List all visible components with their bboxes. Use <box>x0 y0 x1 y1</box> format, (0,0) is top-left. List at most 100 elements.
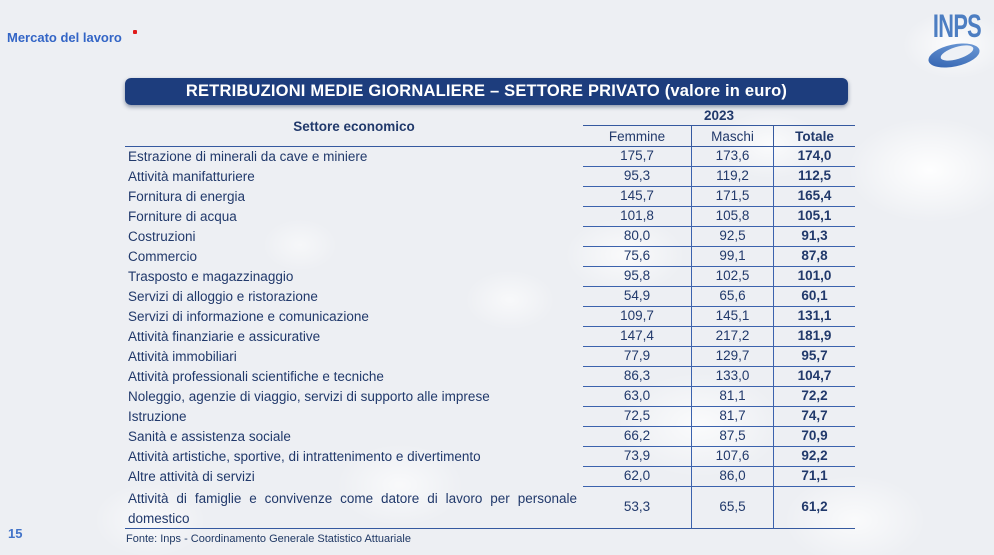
table-row: Noleggio, agenzie di viaggio, servizi di… <box>125 387 855 407</box>
maschi-value-cell: 133,0 <box>691 367 773 387</box>
column-header-totale: Totale <box>773 126 855 147</box>
table-body: Estrazione di minerali da cave e miniere… <box>125 147 855 530</box>
femmine-value-cell: 109,7 <box>583 307 691 327</box>
year-header: 2023 <box>583 105 855 126</box>
sector-cell: Commercio <box>128 248 198 264</box>
femmine-value-cell: 175,7 <box>583 147 691 167</box>
sector-cell: Attività di famiglie e convivenze come d… <box>125 487 583 530</box>
maschi-value-cell: 65,6 <box>691 287 773 307</box>
maschi-value-cell: 81,1 <box>691 387 773 407</box>
femmine-value-cell: 86,3 <box>583 367 691 387</box>
table-row: Estrazione di minerali da cave e miniere… <box>125 147 855 167</box>
femmine-value-cell: 147,4 <box>583 327 691 347</box>
sector-cell: Sanità e assistenza sociale <box>128 428 291 444</box>
totale-value-cell: 112,5 <box>773 167 855 187</box>
totale-value-cell: 71,1 <box>773 467 855 487</box>
totale-value-cell: 60,1 <box>773 287 855 307</box>
sector-cell: Attività artistiche, sportive, di intrat… <box>128 448 481 464</box>
maschi-value-cell: 129,7 <box>691 347 773 367</box>
femmine-value-cell: 101,8 <box>583 207 691 227</box>
totale-value-cell: 101,0 <box>773 267 855 287</box>
table-row: Attività immobiliari 77,9 129,7 95,7 <box>125 347 855 367</box>
totale-value-cell: 74,7 <box>773 407 855 427</box>
totale-value-cell: 104,7 <box>773 367 855 387</box>
femmine-value-cell: 77,9 <box>583 347 691 367</box>
maschi-value-cell: 92,5 <box>691 227 773 247</box>
femmine-value-cell: 63,0 <box>583 387 691 407</box>
table-row: Trasposto e magazzinaggio 95,8 102,5 101,0 <box>125 267 855 287</box>
sector-cell: Attività finanziarie e assicurative <box>128 328 321 344</box>
table-title-bar: RETRIBUZIONI MEDIE GIORNALIERE – SETTORE… <box>125 78 848 105</box>
maschi-value-cell: 107,6 <box>691 447 773 467</box>
table-row: Attività finanziarie e assicurative 147,4… <box>125 327 855 347</box>
sector-cell: Istruzione <box>128 408 187 424</box>
table-row: Attività professionali scientifiche e te… <box>125 367 855 387</box>
femmine-value-cell: 54,9 <box>583 287 691 307</box>
maschi-value-cell: 105,8 <box>691 207 773 227</box>
sector-cell: Attività manifatturiere <box>128 168 255 184</box>
sector-cell: Costruzioni <box>128 228 196 244</box>
table-row: Commercio 75,6 99,1 87,8 <box>125 247 855 267</box>
femmine-value-cell: 53,3 <box>583 487 691 530</box>
femmine-value-cell: 73,9 <box>583 447 691 467</box>
femmine-value-cell: 95,8 <box>583 267 691 287</box>
totale-value-cell: 92,2 <box>773 447 855 467</box>
table-row: Attività artistiche, sportive, di intrat… <box>125 447 855 467</box>
maschi-value-cell: 87,5 <box>691 427 773 447</box>
column-header-femmine: Femmine <box>608 129 666 144</box>
femmine-value-cell: 62,0 <box>583 467 691 487</box>
table-row: Forniture di acqua 101,8 105,8 105,1 <box>125 207 855 227</box>
sector-cell: Fornitura di energia <box>128 188 246 204</box>
totale-value-cell: 72,2 <box>773 387 855 407</box>
totale-value-cell: 87,8 <box>773 247 855 267</box>
page-number: 15 <box>8 526 23 541</box>
femmine-value-cell: 66,2 <box>583 427 691 447</box>
source-note: Fonte: Inps - Coordinamento Generale Sta… <box>126 533 411 545</box>
sector-cell: Trasposto e magazzinaggio <box>128 268 294 284</box>
breadcrumb: Mercato del lavoro <box>7 30 122 45</box>
table-row: Servizi di alloggio e ristorazione 54,9 65… <box>125 287 855 307</box>
totale-value-cell: 70,9 <box>773 427 855 447</box>
totale-value-cell: 61,2 <box>773 487 855 530</box>
totale-value-cell: 131,1 <box>773 307 855 327</box>
sector-column-header: Settore economico <box>293 118 415 134</box>
femmine-value-cell: 95,3 <box>583 167 691 187</box>
maschi-value-cell: 102,5 <box>691 267 773 287</box>
totale-value-cell: 91,3 <box>773 227 855 247</box>
sector-cell: Altre attività di servizi <box>128 468 255 484</box>
maschi-value-cell: 119,2 <box>691 167 773 187</box>
inps-swoosh-icon <box>928 43 980 68</box>
totale-value-cell: 105,1 <box>773 207 855 227</box>
maschi-value-cell: 81,7 <box>691 407 773 427</box>
table-row: Istruzione 72,5 81,7 74,7 <box>125 407 855 427</box>
table-row: Altre attività di servizi 62,0 86,0 71,1 <box>125 467 855 487</box>
sector-cell: Attività immobiliari <box>128 348 237 364</box>
femmine-value-cell: 145,7 <box>583 187 691 207</box>
maschi-value-cell: 217,2 <box>691 327 773 347</box>
column-header-maschi: Maschi <box>691 126 773 147</box>
table-title: RETRIBUZIONI MEDIE GIORNALIERE – SETTORE… <box>185 82 788 100</box>
red-marker-dot <box>133 30 137 34</box>
table-header: Settore economico 2023 Femmine Maschi To… <box>125 105 855 147</box>
year-header-area: 2023 Femmine Maschi Totale <box>583 105 855 147</box>
maschi-value-cell: 173,6 <box>691 147 773 167</box>
table-row: Servizi di informazione e comunicazione 1… <box>125 307 855 327</box>
maschi-value-cell: 145,1 <box>691 307 773 327</box>
maschi-value-cell: 99,1 <box>691 247 773 267</box>
femmine-value-cell: 72,5 <box>583 407 691 427</box>
sector-cell: Attività professionali scientifiche e te… <box>128 368 384 384</box>
totale-value-cell: 174,0 <box>773 147 855 167</box>
femmine-value-cell: 75,6 <box>583 247 691 267</box>
inps-logo: INPS <box>923 8 985 69</box>
sector-cell: Noleggio, agenzie di viaggio, servizi di… <box>128 388 490 404</box>
maschi-value-cell: 171,5 <box>691 187 773 207</box>
table-row: Attività di famiglie e convivenze come d… <box>125 487 855 530</box>
maschi-value-cell: 65,5 <box>691 487 773 530</box>
maschi-value-cell: 86,0 <box>691 467 773 487</box>
totale-value-cell: 95,7 <box>773 347 855 367</box>
sector-cell: Servizi di informazione e comunicazione <box>128 308 369 324</box>
totale-value-cell: 181,9 <box>773 327 855 347</box>
table-row: Sanità e assistenza sociale 66,2 87,5 70,9 <box>125 427 855 447</box>
inps-logo-text: INPS <box>932 8 982 44</box>
